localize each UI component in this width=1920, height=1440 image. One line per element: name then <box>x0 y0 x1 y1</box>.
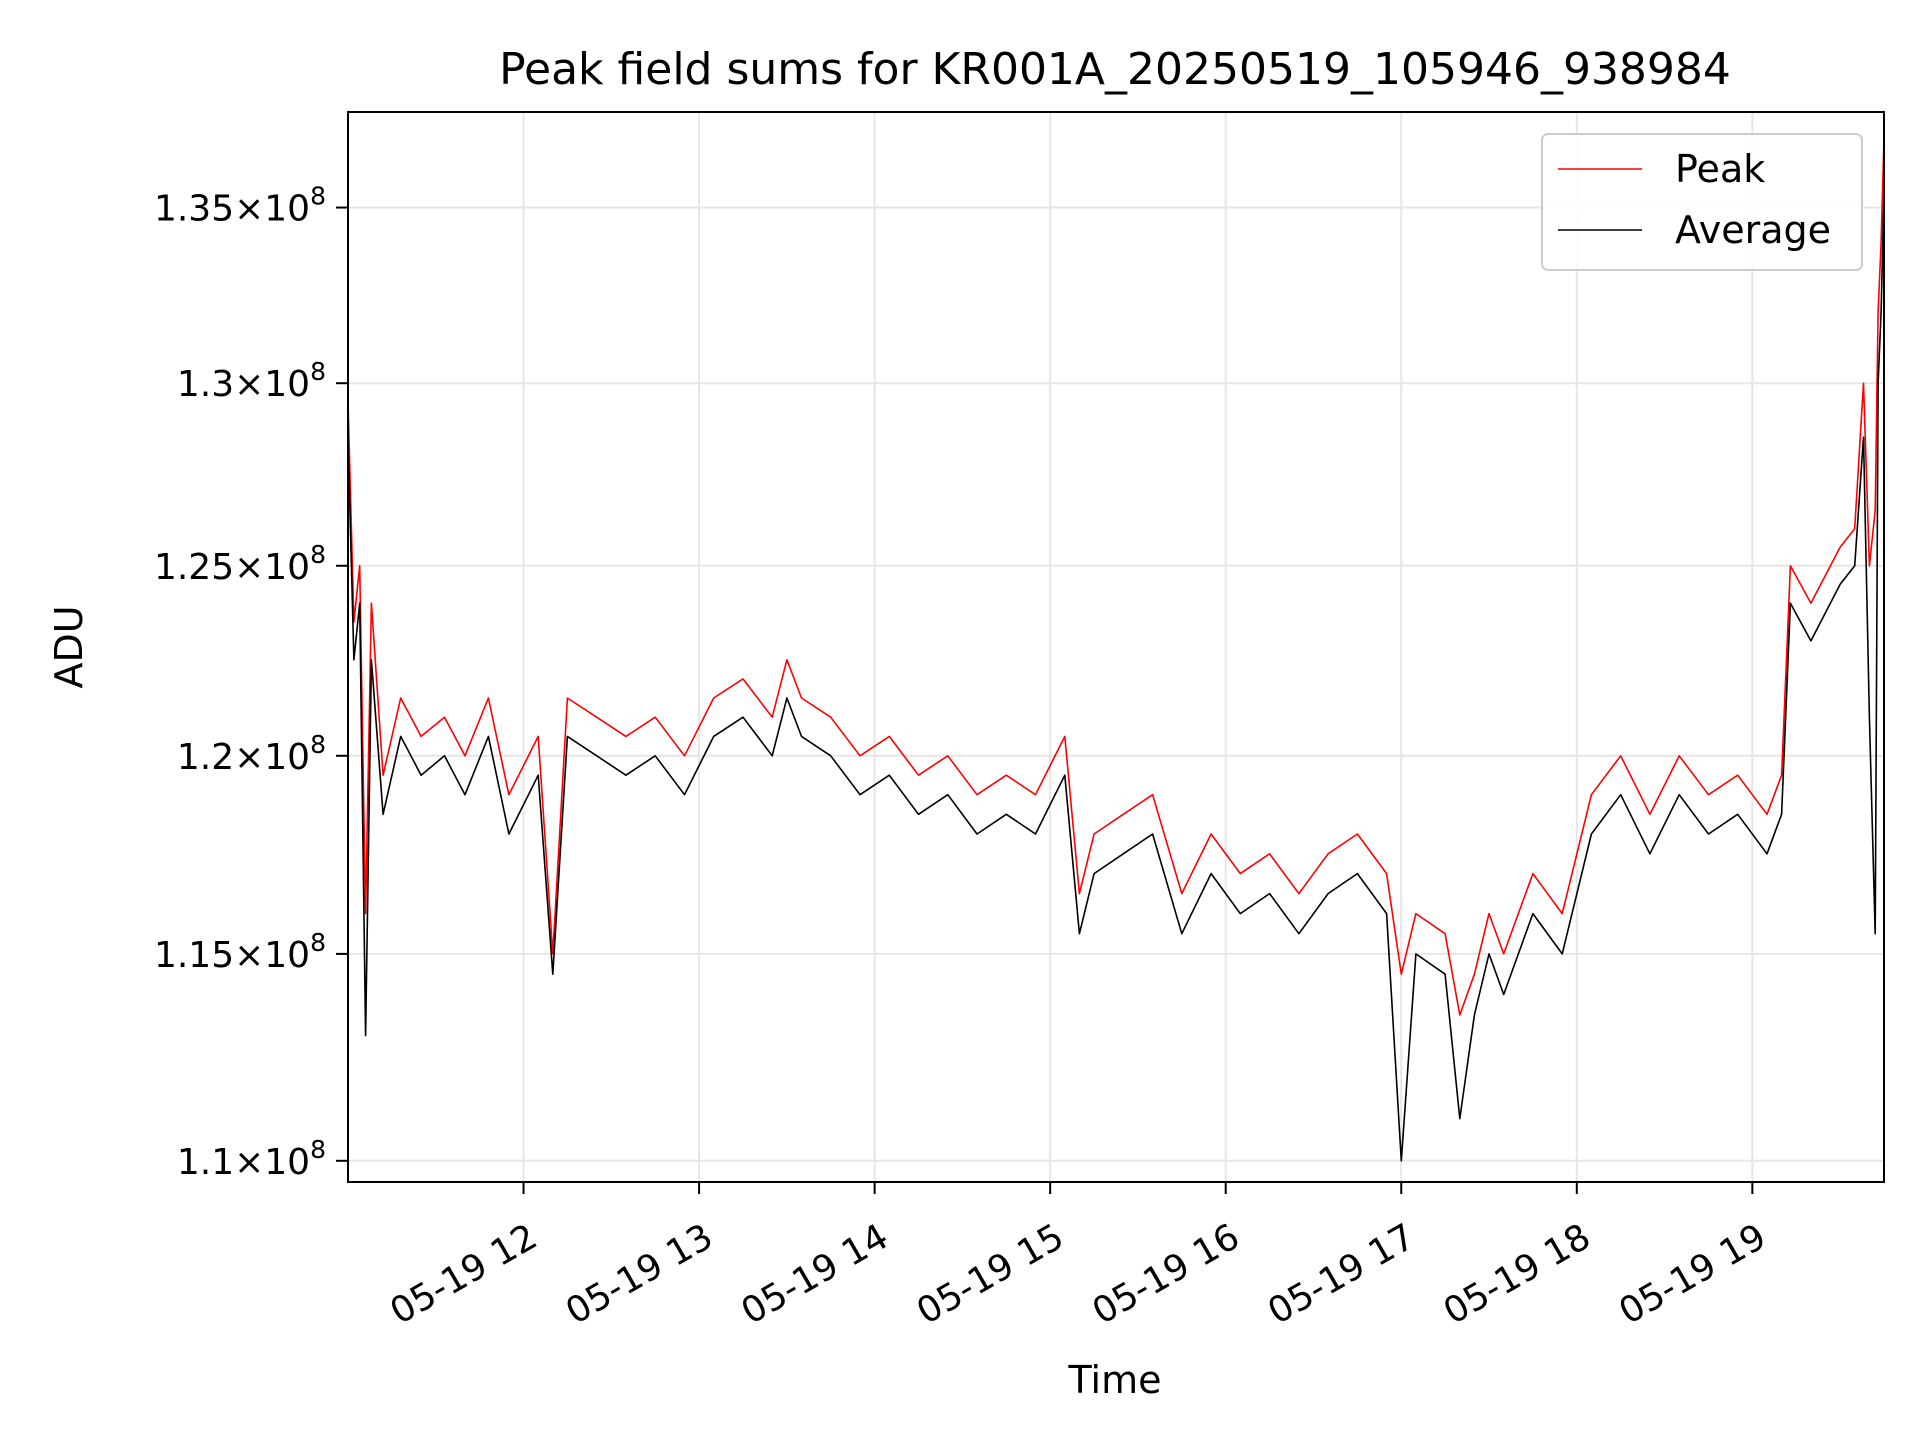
legend: Peak Average <box>1541 133 1863 271</box>
y-axis: 1.1×108 1.15×108 1.2×108 1.25×108 1.3×108 1.3… <box>154 182 348 1183</box>
plot-area-frame <box>347 111 1885 1183</box>
y-tick-label: 1.1×108 <box>177 1135 326 1183</box>
y-tick-label: 1.2×108 <box>177 730 326 778</box>
y-tick-label: 1.3×108 <box>177 357 326 405</box>
x-axis-label: Time <box>1068 1358 1162 1402</box>
legend-box <box>1541 133 1863 271</box>
legend-label-peak: Peak <box>1675 147 1765 191</box>
legend-label-average: Average <box>1675 208 1831 252</box>
chart-title: Peak field sums for KR001A_20250519_1059… <box>499 44 1731 95</box>
y-tick-label: 1.25×108 <box>154 540 326 588</box>
y-axis-label: ADU <box>47 605 91 688</box>
y-tick-label: 1.15×108 <box>154 928 326 976</box>
y-tick-label: 1.35×108 <box>154 182 326 230</box>
grid-lines <box>348 112 1884 1182</box>
series-lines <box>347 139 1885 1162</box>
series-line-average <box>347 190 1885 1162</box>
series-line-peak <box>347 139 1885 1016</box>
